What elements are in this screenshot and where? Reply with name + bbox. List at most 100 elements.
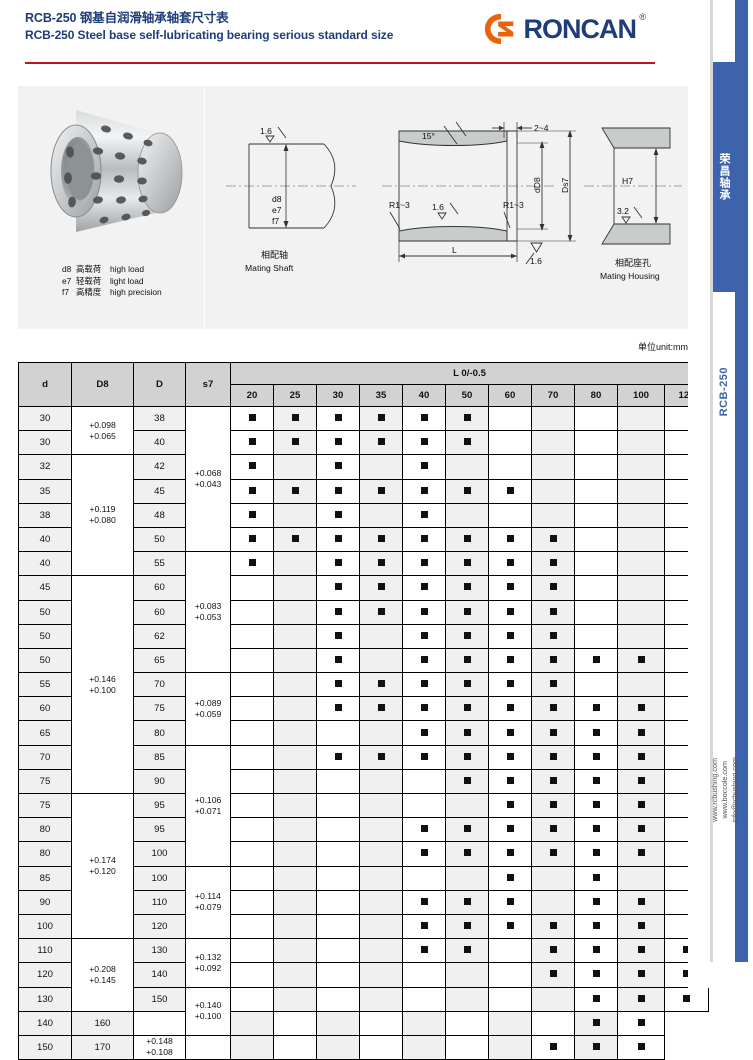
cell-length-50: [445, 478, 489, 504]
page-title-cn: RCB-250 钢基自润滑轴承轴套尺寸表: [25, 11, 229, 25]
diagram-panel: d8 高载荷 high load e7 轻载荷 light load f7 高精度 high…: [18, 86, 688, 329]
cell-length-80: [574, 454, 618, 480]
cell-length-25: [273, 672, 317, 698]
tolerance-upper: +0.146: [89, 673, 116, 684]
availability-marker: [420, 535, 428, 543]
availability-marker: [463, 655, 471, 663]
cell-length-30: [316, 962, 360, 988]
availability-marker: [420, 897, 428, 905]
cell-length-30: [316, 454, 360, 480]
tolerance-lower: +0.108: [146, 1047, 173, 1058]
availability-marker: [683, 946, 691, 954]
bushing-inner-dim: dD8: [532, 177, 542, 193]
cell-length-40: [402, 430, 446, 456]
sidebar-url-primary[interactable]: www.boccole.com: [719, 761, 729, 819]
cell-length-25: [273, 599, 317, 625]
availability-marker: [637, 752, 645, 760]
cell-length-50: [445, 502, 489, 528]
availability-marker: [592, 1042, 600, 1050]
availability-marker: [420, 704, 428, 712]
cell-length-80: [574, 575, 618, 601]
sidebar-tab-product[interactable]: RCB-250: [713, 292, 735, 492]
cell-length-50: [445, 526, 489, 553]
table-row: 80 100: [18, 841, 710, 867]
sidebar-tab-product-label: RCB-250: [718, 367, 730, 417]
cell-d: 80: [18, 817, 72, 843]
col-header-D8: D8: [71, 362, 134, 407]
cell-length-80: [574, 744, 618, 770]
cell-length-20: [230, 647, 274, 674]
cell-length-25: [273, 696, 317, 722]
cell-d: 30: [18, 430, 72, 456]
table-row: 30 40: [18, 430, 710, 456]
cell-D8-tolerance: +0.098 +0.065: [71, 405, 134, 456]
sidebar-email[interactable]: info@rcbushing.com: [729, 757, 739, 823]
availability-marker: [506, 559, 514, 567]
cell-length-120: [663, 986, 710, 1012]
cell-length-30: [316, 841, 360, 867]
table-head: d D8 D s7 L 0/-0.5 20 25 30 35 40 50 60 70 80 100…: [18, 362, 710, 407]
cell-length-35: [359, 575, 403, 601]
tolerance-upper: +0.174: [89, 855, 116, 866]
cell-length-70: [531, 744, 575, 770]
cell-D: 140: [133, 962, 186, 988]
cell-length-35: [359, 817, 403, 843]
cell-length-20: [230, 913, 274, 940]
cell-length-40: [402, 889, 446, 915]
availability-marker: [592, 946, 600, 954]
tolerance-upper: +0.208: [89, 963, 116, 974]
cell-length-25: [273, 478, 317, 504]
cell-length-70: [531, 430, 575, 456]
cell-length-50: [445, 599, 489, 625]
availability-marker: [291, 438, 299, 446]
cell-length-35: [359, 841, 403, 867]
cell-D: 130: [133, 938, 186, 964]
tolerance-upper: +0.083: [194, 601, 222, 612]
availability-marker: [549, 970, 557, 978]
roncan-logo-icon: [484, 13, 513, 45]
cell-length-40: [402, 696, 446, 722]
availability-marker: [506, 486, 514, 494]
cell-length-70: [531, 841, 575, 867]
cell-length-25: [273, 768, 317, 795]
cell-length-70: [531, 502, 575, 528]
cell-length-30: [316, 647, 360, 674]
cell-length-35: [359, 430, 403, 456]
cell-length-40: [402, 720, 446, 746]
cell-length-100: [617, 696, 665, 722]
cell-length-60: [488, 551, 532, 577]
cell-d: 75: [18, 768, 72, 795]
cell-length-35: [359, 938, 403, 964]
sidebar-tab-brand[interactable]: 荣昌轴承: [713, 62, 735, 292]
bushing-radius-right: R1~3: [503, 200, 524, 210]
cell-length-60: [488, 502, 532, 528]
availability-marker: [463, 438, 471, 446]
cell-length-40: [359, 1010, 403, 1036]
sidebar-url-secondary[interactable]: www.rcbushing.com: [709, 758, 719, 822]
availability-marker: [334, 631, 342, 639]
cell-length-20: [230, 599, 274, 625]
cell-length-35: [359, 454, 403, 480]
cell-length-40: [402, 575, 446, 601]
availability-marker: [506, 825, 514, 833]
cell-d: 140: [18, 1010, 72, 1036]
cell-length-100: [617, 817, 665, 843]
cell-length-30: [316, 575, 360, 601]
availability-marker: [549, 849, 557, 857]
cell-length-50: [445, 720, 489, 746]
housing-bore-dim: H7: [622, 176, 633, 186]
cell-length-60: [488, 405, 532, 432]
registered-mark: ®: [639, 11, 646, 22]
availability-marker: [637, 994, 645, 1002]
cell-length-50: [445, 938, 489, 964]
availability-marker: [420, 438, 428, 446]
cell-length-80: [574, 841, 618, 867]
availability-marker: [248, 486, 256, 494]
availability-marker: [334, 486, 342, 494]
availability-marker: [420, 414, 428, 422]
cell-length-100: [617, 672, 665, 698]
sidebar-footer-block: [688, 962, 753, 988]
cell-length-30: [316, 430, 360, 456]
cell-length-40: [402, 672, 446, 698]
cell-length-25: [230, 1010, 274, 1036]
